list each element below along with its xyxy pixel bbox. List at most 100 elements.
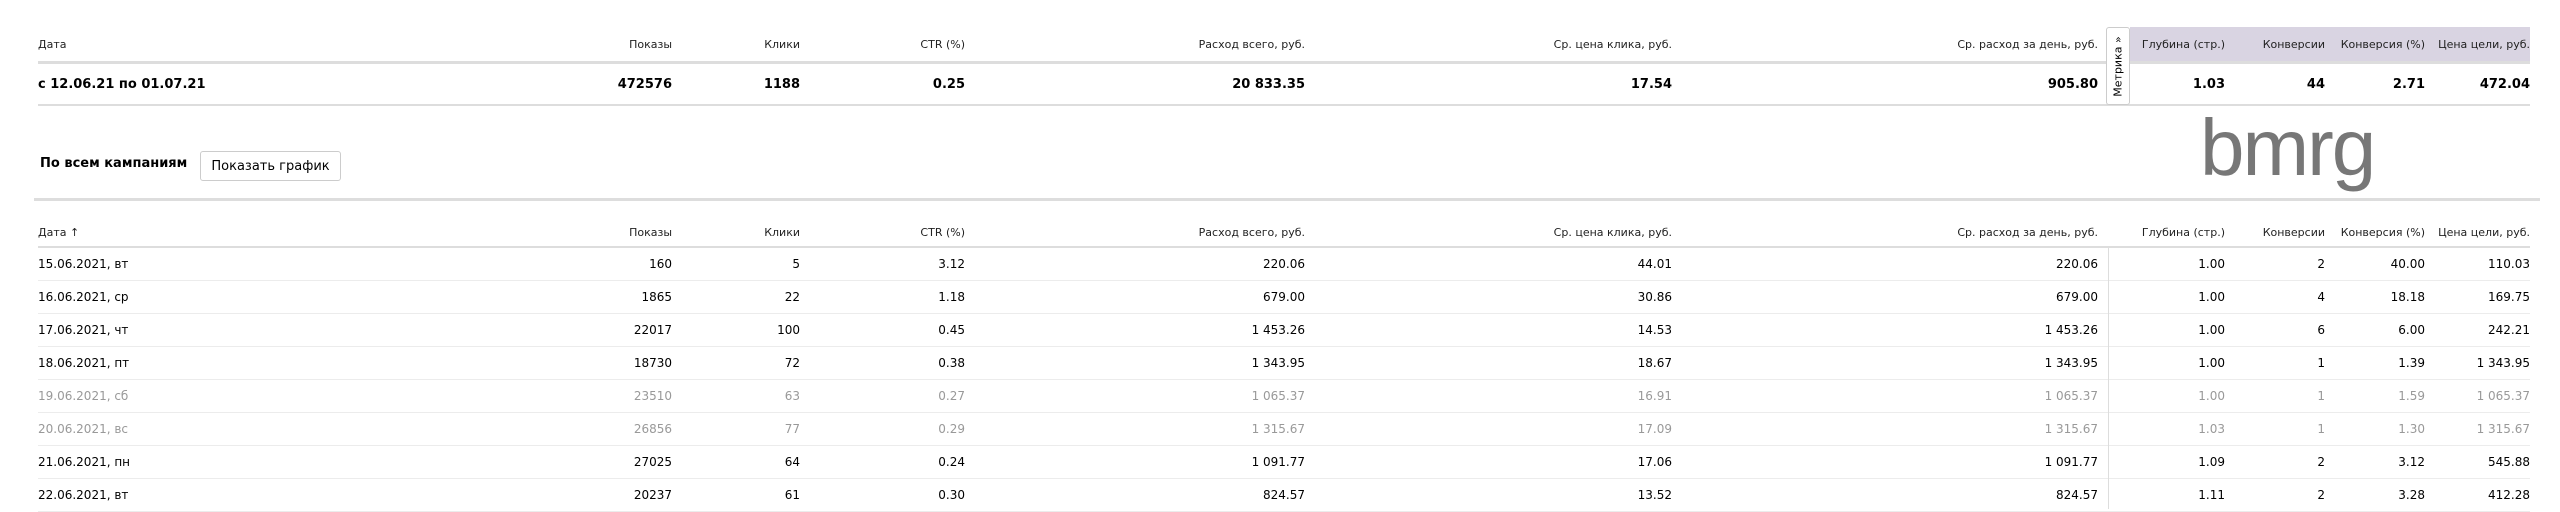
column-header-gap	[2098, 218, 2130, 246]
cell-avg-cpc: 17.06	[1637, 455, 1672, 469]
column-header-clicks: Клики	[764, 37, 800, 51]
cell-avg-cpc: 17.54	[1630, 76, 1672, 92]
table-row: 21.06.2021, пн 27025 64 0.24 1 091.77 17.06 1 …	[38, 446, 2530, 479]
cell-date: 18.06.2021, пт	[38, 356, 130, 370]
cell-avg-cpc: 13.52	[1637, 488, 1672, 502]
cell-gap	[2098, 347, 2130, 379]
cell-depth: 1.03	[2198, 422, 2225, 436]
metrika-divider	[2108, 248, 2109, 509]
column-header-conversion-rate[interactable]: Конверсия (%)	[2340, 225, 2425, 239]
cell-clicks: 22	[784, 290, 800, 304]
cell-clicks: 64	[784, 455, 800, 469]
cell-avg-daily-spend: 220.06	[2056, 257, 2098, 271]
cell-date: 15.06.2021, вт	[38, 257, 129, 271]
cell-avg-cpc: 17.09	[1637, 422, 1672, 436]
cell-avg-daily-spend: 679.00	[2056, 290, 2098, 304]
cell-spend: 679.00	[1263, 290, 1305, 304]
cell-ctr: 1.18	[938, 290, 965, 304]
column-header-goal-cost: Цена цели, руб.	[2425, 27, 2530, 61]
column-header-date[interactable]: Дата ↑	[38, 225, 80, 239]
cell-ctr: 0.29	[938, 422, 965, 436]
cell-clicks: 72	[784, 356, 800, 370]
cell-avg-daily-spend: 1 091.77	[2044, 455, 2098, 469]
cell-goal-cost: 472.04	[2479, 76, 2530, 92]
cell-ctr: 3.12	[938, 257, 965, 271]
cell-conversions: 2	[2317, 257, 2325, 271]
column-header-spend[interactable]: Расход всего, руб.	[1198, 225, 1305, 239]
column-header-spend: Расход всего, руб.	[1198, 37, 1305, 51]
table-row: 18.06.2021, пт 18730 72 0.38 1 343.95 18.67 1 …	[38, 347, 2530, 380]
bmrg-watermark: bmrg	[2200, 103, 2376, 192]
cell-goal-cost: 1 065.37	[2476, 389, 2530, 403]
cell-gap	[2098, 281, 2130, 313]
column-header-impressions[interactable]: Показы	[629, 225, 672, 239]
cell-goal-cost: 169.75	[2488, 290, 2530, 304]
cell-conversion-rate: 6.00	[2398, 323, 2425, 337]
cell-conversions: 6	[2317, 323, 2325, 337]
cell-depth: 1.00	[2198, 290, 2225, 304]
cell-depth: 1.00	[2198, 389, 2225, 403]
cell-conversion-rate: 3.28	[2398, 488, 2425, 502]
cell-ctr: 0.24	[938, 455, 965, 469]
cell-conversions: 1	[2317, 389, 2325, 403]
cell-date: 17.06.2021, чт	[38, 323, 129, 337]
cell-date: 19.06.2021, сб	[38, 389, 129, 403]
cell-goal-cost: 1 343.95	[2476, 356, 2530, 370]
cell-conversions: 1	[2317, 356, 2325, 370]
cell-spend: 1 091.77	[1251, 455, 1305, 469]
cell-impressions: 26856	[633, 422, 672, 436]
column-header-avg-daily-spend[interactable]: Ср. расход за день, руб.	[1957, 225, 2098, 239]
cell-avg-cpc: 18.67	[1637, 356, 1672, 370]
column-header-avg-cpc[interactable]: Ср. цена клика, руб.	[1553, 225, 1672, 239]
summary-header-row: Дата Показы Клики CTR (%) Расход всего, руб.…	[38, 27, 2530, 64]
cell-impressions: 22017	[633, 323, 672, 337]
column-header-goal-cost[interactable]: Цена цели, руб.	[2438, 225, 2530, 239]
cell-date: 16.06.2021, ср	[38, 290, 129, 304]
cell-ctr: 0.25	[932, 76, 965, 92]
cell-avg-cpc: 44.01	[1637, 257, 1672, 271]
cell-conversion-rate: 1.30	[2398, 422, 2425, 436]
divider	[34, 198, 2540, 201]
cell-conversion-rate: 2.71	[2392, 76, 2425, 92]
cell-gap	[2098, 380, 2130, 412]
cell-goal-cost: 242.21	[2488, 323, 2530, 337]
cell-gap	[2098, 314, 2130, 346]
cell-avg-daily-spend: 1 315.67	[2044, 422, 2098, 436]
column-header-conversions[interactable]: Конверсии	[2262, 225, 2325, 239]
cell-conversions: 2	[2317, 488, 2325, 502]
cell-spend: 1 315.67	[1251, 422, 1305, 436]
cell-spend: 1 343.95	[1251, 356, 1305, 370]
cell-goal-cost: 110.03	[2488, 257, 2530, 271]
cell-gap	[2098, 446, 2130, 478]
cell-goal-cost: 545.88	[2488, 455, 2530, 469]
metrika-toggle-tab[interactable]: Метрика »	[2106, 27, 2130, 105]
cell-clicks: 5	[792, 257, 800, 271]
cell-clicks: 100	[777, 323, 800, 337]
cell-depth: 1.09	[2198, 455, 2225, 469]
cell-impressions: 27025	[633, 455, 672, 469]
cell-conversion-rate: 40.00	[2390, 257, 2425, 271]
cell-conversions: 44	[2306, 76, 2325, 92]
column-header-depth[interactable]: Глубина (стр.)	[2141, 225, 2225, 239]
cell-ctr: 0.45	[938, 323, 965, 337]
cell-date: с 12.06.21 по 01.07.21	[38, 76, 206, 92]
cell-conversion-rate: 1.39	[2398, 356, 2425, 370]
column-header-clicks[interactable]: Клики	[764, 225, 800, 239]
column-header-depth: Глубина (стр.)	[2130, 27, 2225, 61]
cell-spend: 1 453.26	[1251, 323, 1305, 337]
cell-impressions: 20237	[633, 488, 672, 502]
table-row: 15.06.2021, вт 160 5 3.12 220.06 44.01 220.06 1…	[38, 248, 2530, 281]
column-header-ctr: CTR (%)	[920, 37, 965, 51]
cell-ctr: 0.27	[938, 389, 965, 403]
cell-impressions: 23510	[633, 389, 672, 403]
cell-goal-cost: 412.28	[2488, 488, 2530, 502]
cell-clicks: 61	[784, 488, 800, 502]
cell-avg-daily-spend: 905.80	[2047, 76, 2098, 92]
column-header-date: Дата	[38, 37, 67, 51]
cell-conversions: 4	[2317, 290, 2325, 304]
column-header-ctr[interactable]: CTR (%)	[920, 225, 965, 239]
table-row: 20.06.2021, вс 26856 77 0.29 1 315.67 17.09 1 …	[38, 413, 2530, 446]
cell-depth: 1.00	[2198, 257, 2225, 271]
table-row: 16.06.2021, ср 1865 22 1.18 679.00 30.86 679.0…	[38, 281, 2530, 314]
show-chart-button[interactable]: Показать график	[200, 151, 341, 181]
